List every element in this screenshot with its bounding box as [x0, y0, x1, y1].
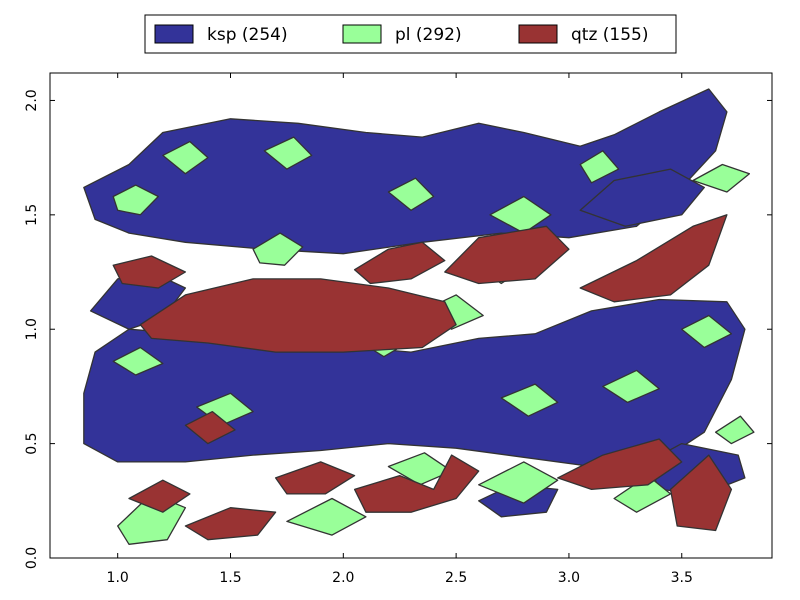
pl-grain-2 [263, 136, 313, 170]
pl-grain-17 [286, 497, 367, 536]
y-tick-label: 1.5 [24, 204, 40, 226]
qtz-grain-0 [112, 255, 187, 289]
y-tick-label: 1.0 [24, 318, 40, 340]
pl-grain-14 [500, 383, 559, 417]
legend-swatch-qtz [518, 24, 558, 44]
legend-label-qtz: qtz (155) [571, 25, 649, 45]
x-tick-label: 1.5 [219, 570, 241, 586]
qtz-grain-9 [353, 454, 480, 513]
x-tick-label: 2.0 [332, 570, 354, 586]
plot-area [49, 72, 773, 559]
y-tick-label: 0.0 [24, 547, 40, 569]
x-tick-label: 3.5 [671, 570, 693, 586]
pl-grain-6 [579, 150, 620, 184]
qtz-grain-2 [353, 241, 446, 285]
qtz-grain-3 [444, 225, 570, 285]
pl-grain-10 [112, 346, 164, 376]
legend-label-ksp: ksp (254) [207, 25, 288, 45]
pl-grain-21 [714, 415, 755, 445]
qtz-grain-4 [579, 214, 728, 303]
legend-label-pl: pl (292) [395, 25, 462, 45]
pl-grain-9 [681, 314, 733, 349]
pl-grain-1 [162, 140, 209, 175]
legend: ksp (254) pl (292) qtz (155) [144, 14, 677, 54]
pl-grain-4 [387, 177, 435, 211]
qtz-grain-10 [557, 438, 683, 491]
axes-frame [49, 72, 773, 559]
qtz-grain-11 [669, 454, 733, 532]
y-tick-label: 0.5 [24, 432, 40, 454]
legend-box [144, 14, 677, 54]
pl-grain-3 [252, 232, 304, 266]
grain-regions [83, 88, 755, 545]
x-tick-label: 1.0 [107, 570, 129, 586]
pl-grain-5 [489, 195, 552, 234]
x-axis: 1.0 1.5 2.0 2.5 3.0 3.5 [107, 73, 693, 586]
x-tick-label: 3.0 [558, 570, 580, 586]
qtz-grain-5 [184, 410, 236, 445]
qtz-grain-6 [128, 479, 191, 513]
x-tick-label: 2.5 [445, 570, 467, 586]
legend-swatch-ksp [154, 24, 194, 44]
pl-grain-15 [602, 369, 660, 404]
legend-swatch-pl [342, 24, 382, 44]
y-axis: 0.0 0.5 1.0 1.5 2.0 [24, 89, 772, 569]
qtz-grain-8 [274, 461, 356, 495]
y-tick-label: 2.0 [24, 89, 40, 111]
pl-grain-0 [112, 184, 159, 216]
pl-grain-19 [478, 461, 559, 504]
pl-grain-7 [692, 163, 751, 193]
ksp-grain-3 [579, 168, 705, 227]
qtz-grain-1 [139, 278, 457, 353]
qtz-grain-7 [184, 507, 277, 541]
